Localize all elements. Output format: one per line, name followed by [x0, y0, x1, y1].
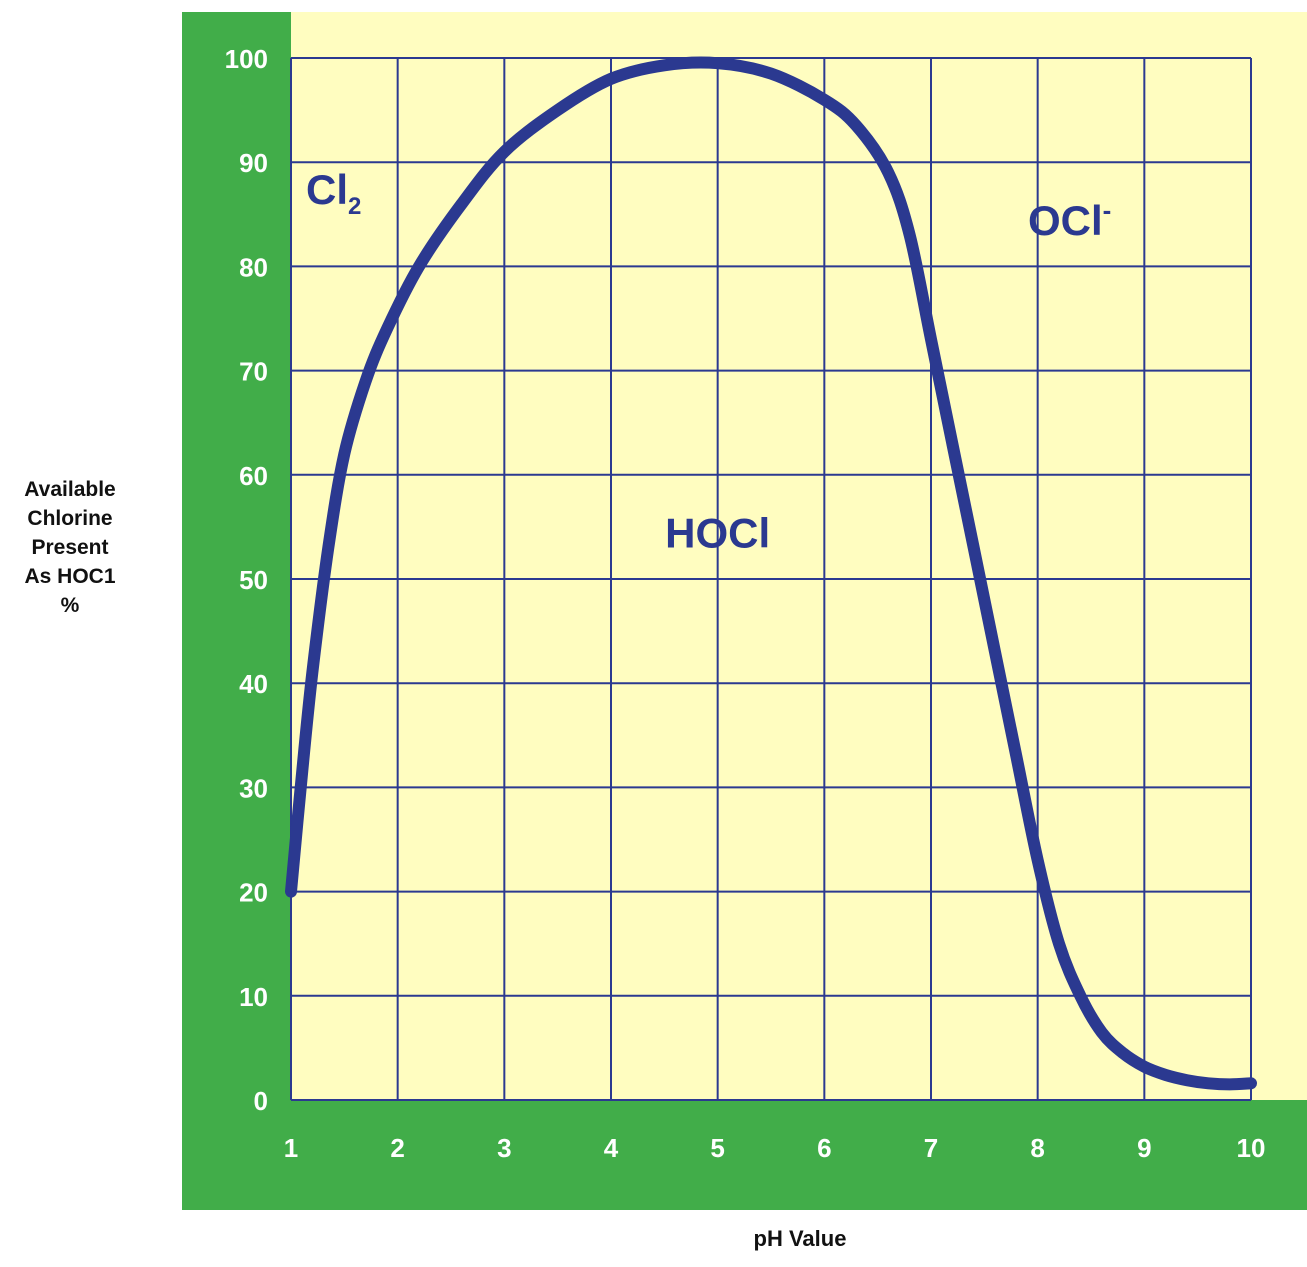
y-tick-label-80: 80 [239, 252, 268, 282]
y-tick-label-90: 90 [239, 148, 268, 178]
y-tick-label-70: 70 [239, 357, 268, 387]
y-tick-label-60: 60 [239, 461, 268, 491]
x-tick-label-7: 7 [924, 1133, 938, 1163]
plot-area [291, 12, 1307, 1100]
y-tick-label-20: 20 [239, 878, 268, 908]
annotation-cl: Cl2 [306, 166, 361, 220]
x-tick-label-9: 9 [1137, 1133, 1151, 1163]
y-axis-label-line: As HOC1 [24, 565, 116, 588]
x-tick-label-4: 4 [604, 1133, 619, 1163]
y-tick-label-10: 10 [239, 982, 268, 1012]
y-tick-label-100: 100 [225, 44, 268, 74]
grid [290, 57, 1252, 1101]
x-tick-label-8: 8 [1030, 1133, 1044, 1163]
x-tick-label-6: 6 [817, 1133, 831, 1163]
y-axis-label-line: % [60, 594, 80, 617]
y-tick-label-0: 0 [254, 1086, 268, 1116]
y-tick-label-40: 40 [239, 669, 268, 699]
x-tick-labels: 1 2 3 4 5 6 7 8 9 10 [284, 1133, 1266, 1163]
annotation-ocl: OCl- [1028, 195, 1111, 244]
x-tick-label-3: 3 [497, 1133, 511, 1163]
y-tick-labels: 0 10 20 30 40 50 60 70 80 90 100 [225, 44, 268, 1116]
y-tick-label-50: 50 [239, 565, 268, 595]
x-tick-label-1: 1 [284, 1133, 298, 1163]
hocl-curve [285, 56, 1257, 1091]
y-axis-label-line: Chlorine [27, 507, 113, 530]
x-tick-label-10: 10 [1237, 1133, 1266, 1163]
y-axis-label-line: Present [31, 536, 109, 559]
x-tick-label-2: 2 [390, 1133, 404, 1163]
y-axis-label-line: Available [24, 478, 116, 501]
y-tick-label-30: 30 [239, 773, 268, 803]
x-tick-label-5: 5 [710, 1133, 724, 1163]
x-axis-label: pH Value [753, 1226, 847, 1251]
annotations: Cl2 OCl- HOCl [306, 166, 1111, 557]
annotation-hocl: HOCl [665, 510, 770, 557]
